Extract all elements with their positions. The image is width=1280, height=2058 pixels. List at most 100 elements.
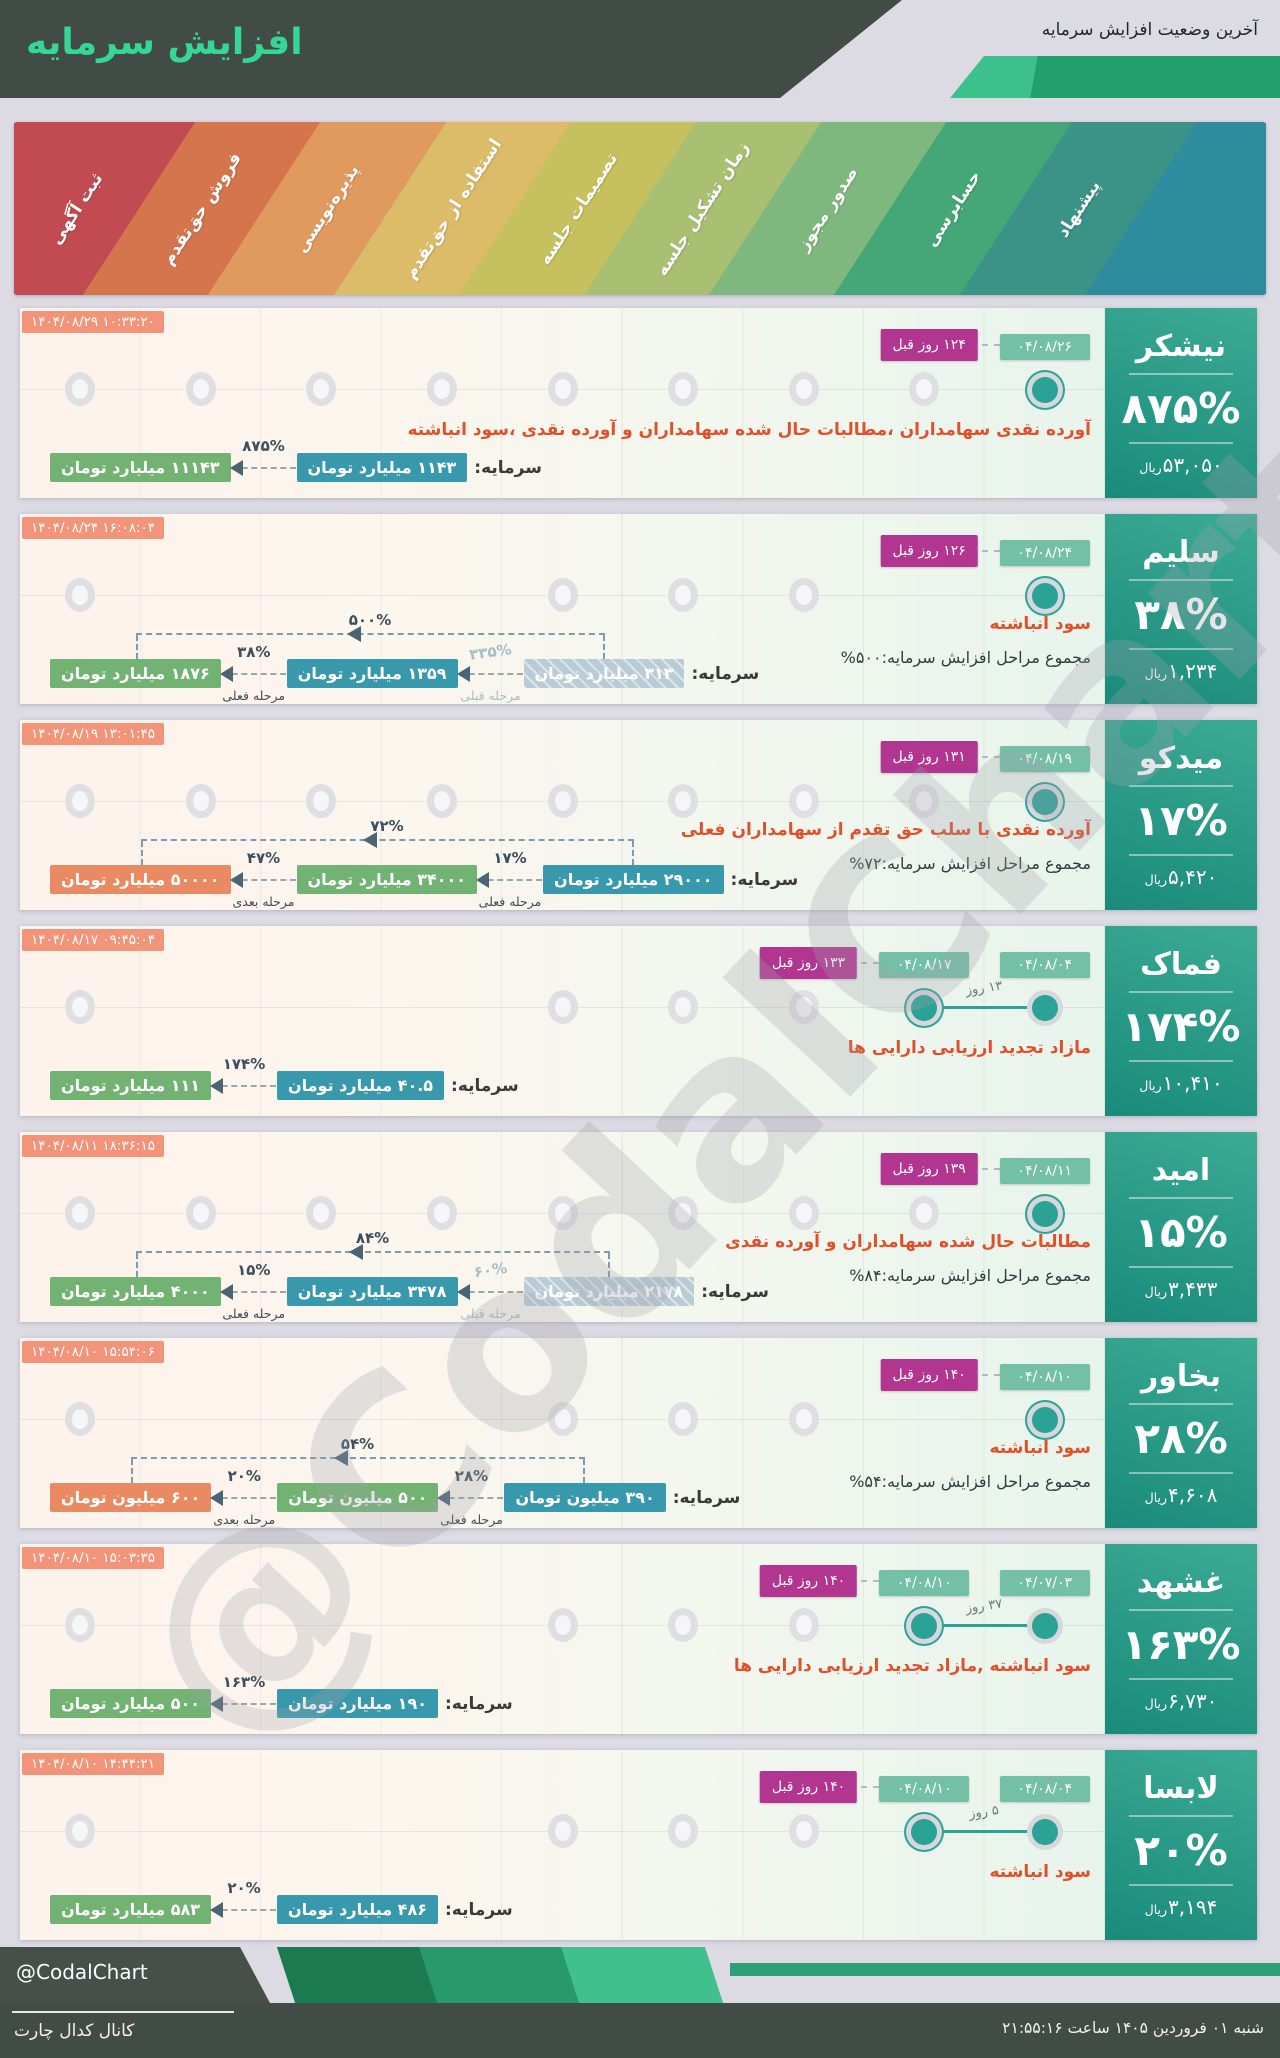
publish-timestamp-badge: ۱۴۰۴/۰۸/۲۴ ۱۶:۰۸:۰۴ [22,517,164,539]
panel-divider [1129,1472,1233,1474]
stage-circle-empty [909,1196,940,1230]
ribbon-stage-label: تصمیمات جلسه [534,148,622,269]
event-date-badge: ۰۴/۰۸/۲۶ [999,334,1090,360]
bracket-stub [582,1459,585,1483]
footer-accent-bar [730,1963,1280,1976]
stage-circle-empty [788,1196,819,1230]
capital-chain: ۱۸۷۶ میلیارد تومان ۳۸% مرحله فعلی ۱۳۵۹ میلی… [50,640,759,703]
overall-increase-bracket: ۸۴% [135,1229,610,1279]
stage-circle-active [1031,789,1058,815]
company-price: ۴,۶۰۸ ریال [1145,1483,1218,1507]
stage-circle-empty [547,1196,578,1230]
price-unit: ریال [1144,872,1168,887]
publish-timestamp-badge: ۱۴۰۴/۰۸/۱۱ ۱۸:۳۶:۱۵ [22,1135,164,1157]
footer-brand-block: @CodalChart [0,1947,270,2003]
stage-circle-empty [788,1402,819,1436]
stage-circle-empty [547,372,578,406]
company-name: بخاور [1140,1359,1222,1394]
company-increase-percent: ۱۵% [1134,1208,1228,1257]
arrow-head-icon [437,1489,451,1506]
stage-circle-empty [547,578,578,612]
increase-type-text: مطالبات حال شده سهامداران و آورده نقدی [725,1232,1091,1252]
total-stages-text: مجموع مراحل افزایش سرمایه:۸۴% [849,1266,1091,1285]
capital-word-label: سرمایه: [672,1487,741,1508]
company-price: ۳,۱۹۴ ریال [1145,1895,1218,1919]
capital-word-label: سرمایه: [444,1899,513,1920]
company-name: امید [1151,1153,1211,1188]
capital-box: ۲۱۷۸ میلیارد تومان [523,1277,695,1306]
company-panel: بخاور ۲۸% ۴,۶۰۸ ریال [1105,1338,1257,1528]
price-value: ۳,۴۳۳ [1168,1277,1218,1301]
growth-arrow: ۲۰% مرحله بعدی [210,1467,277,1527]
stage-circle-empty [788,784,819,818]
company-panel: غشهد ۱۶۳% ۶,۷۳۰ ریال [1105,1544,1257,1734]
days-ago-badge: ۱۴۰ روز قبل [759,1565,858,1597]
card-timeline-area: ۱۴۰۴/۰۸/۲۴ ۱۶:۰۸:۰۴ ۰۴/۰۸/۲۴ ۱۲۶ روز قبل … [20,514,1105,704]
total-stages-text: مجموع مراحل افزایش سرمایه:۵۴% [849,1472,1091,1491]
company-panel: میدکو ۱۷% ۵,۴۲۰ ریال [1105,720,1257,910]
stage-circle-empty [65,1608,96,1642]
growth-percent-label: ۱۵% [237,1260,271,1279]
capital-chain: ۵۰۰ میلیارد تومان ۱۶۳% ۱۹۰ میلیارد تومان سر… [50,1673,513,1718]
stage-circle-active [911,1819,938,1845]
company-name: فماک [1140,947,1222,982]
company-increase-percent: ۱۷% [1134,796,1228,845]
company-card-غشهد: ۱۴۰۴/۰۸/۱۰ ۱۵:۰۳:۳۵ ۳۷ روز ۰۴/۰۸/۱۰ ۱۴۰ رو… [20,1544,1257,1734]
stage-row: ۰۴/۰۸/۱۹ ۱۳۱ روز قبل [20,720,1105,910]
panel-divider [1129,442,1233,444]
panel-divider [1129,1403,1233,1405]
increase-type-text: سود انباشته [989,614,1091,634]
capital-chain: ۵۸۳ میلیارد تومان ۲۰% ۴۸۶ میلیارد تومان سرم… [50,1879,513,1924]
panel-divider [1129,579,1233,581]
company-card-میدکو: ۱۴۰۴/۰۸/۱۹ ۱۳:۰۱:۴۵ ۰۴/۰۸/۱۹ ۱۳۱ روز قبل … [20,720,1257,910]
price-unit: ریال [1139,460,1162,475]
card-timeline-area: ۱۴۰۴/۰۸/۱۷ ۰۹:۴۵:۰۴ ۱۳ روز ۰۴/۰۸/۱۷ ۱۳۳ رو… [20,926,1105,1116]
stage-circle-empty [547,1608,578,1642]
price-unit: ریال [1144,1902,1168,1917]
company-increase-percent: ۳۸% [1134,590,1228,639]
event-date-badge: ۰۴/۰۸/۱۱ [999,1158,1090,1184]
stage-kind-label: مرحله قبلی [460,687,521,703]
growth-percent-label: ۲۰% [227,1878,261,1897]
arrow-head-icon [456,1283,470,1300]
capital-box: ۳۴۷۸ میلیارد تومان [286,1277,458,1306]
footer-green-segments [276,1947,724,2003]
capital-box: ۴۸۶ میلیارد تومان [276,1895,438,1924]
capital-box: ۱۹۰ میلیارد تومان [276,1689,438,1718]
company-panel: نیشکر ۸۷۵% ۵۳,۰۵۰ ریال [1105,308,1257,498]
growth-percent-label: ۸۷۵% [242,436,285,455]
stage-circle-empty [65,1402,96,1436]
publish-timestamp-badge: ۱۴۰۴/۰۸/۱۰ ۱۴:۴۴:۲۱ [22,1753,164,1775]
panel-divider [1129,1609,1233,1611]
brand-handle: @CodalChart [16,1960,148,1984]
company-name: غشهد [1136,1565,1226,1600]
milestone-connector-line [924,1830,1045,1833]
capital-chain: ۴۰۰۰ میلیارد تومان ۱۵% مرحله فعلی ۳۴۷۸ میلی… [50,1258,769,1321]
overall-increase-bracket: ۵۴% [130,1435,585,1485]
capital-box: ۵۸۳ میلیارد تومان [50,1895,211,1924]
price-value: ۳,۱۹۴ [1168,1895,1218,1919]
event-date-badge: ۰۴/۰۸/۲۴ [999,540,1090,566]
capital-chain: ۱۱۱ میلیارد تومان ۱۷۴% ۴۰.۵ میلیارد تومان س… [50,1055,519,1100]
stage-circle-empty [909,784,940,818]
stage-circle-empty [185,784,216,818]
capital-word-label: سرمایه: [701,1281,769,1302]
capital-box: ۱۱۴۳ میلیارد تومان [296,453,468,482]
bracket-stub [135,1253,138,1277]
overall-percent-label: ۸۴% [355,1229,390,1247]
growth-percent-label: ۱۶۳% [222,1672,266,1691]
bracket-stub [135,635,138,659]
bracket-stub [602,635,605,659]
overall-percent-label: ۵۴% [340,1435,375,1453]
days-ago-badge: ۱۳۹ روز قبل [880,1153,978,1185]
stage-kind-label: مرحله فعلی [222,687,286,703]
stage-circle-empty [668,1814,699,1848]
event-date-badge: ۰۴/۰۸/۱۰ [879,1570,970,1596]
event-date-badge: ۰۴/۰۷/۰۳ [999,1570,1090,1596]
arrow-head-icon [334,1450,349,1466]
footer: @CodalChart کانال کدال چارت شنبه ۰۱ فرور… [0,1947,1280,2058]
company-name: میدکو [1138,741,1224,776]
stage-circle-active [1031,377,1058,403]
days-between-label: ۵ روز [968,1802,1001,1823]
stage-kind-label: مرحله قبلی [460,1305,521,1321]
